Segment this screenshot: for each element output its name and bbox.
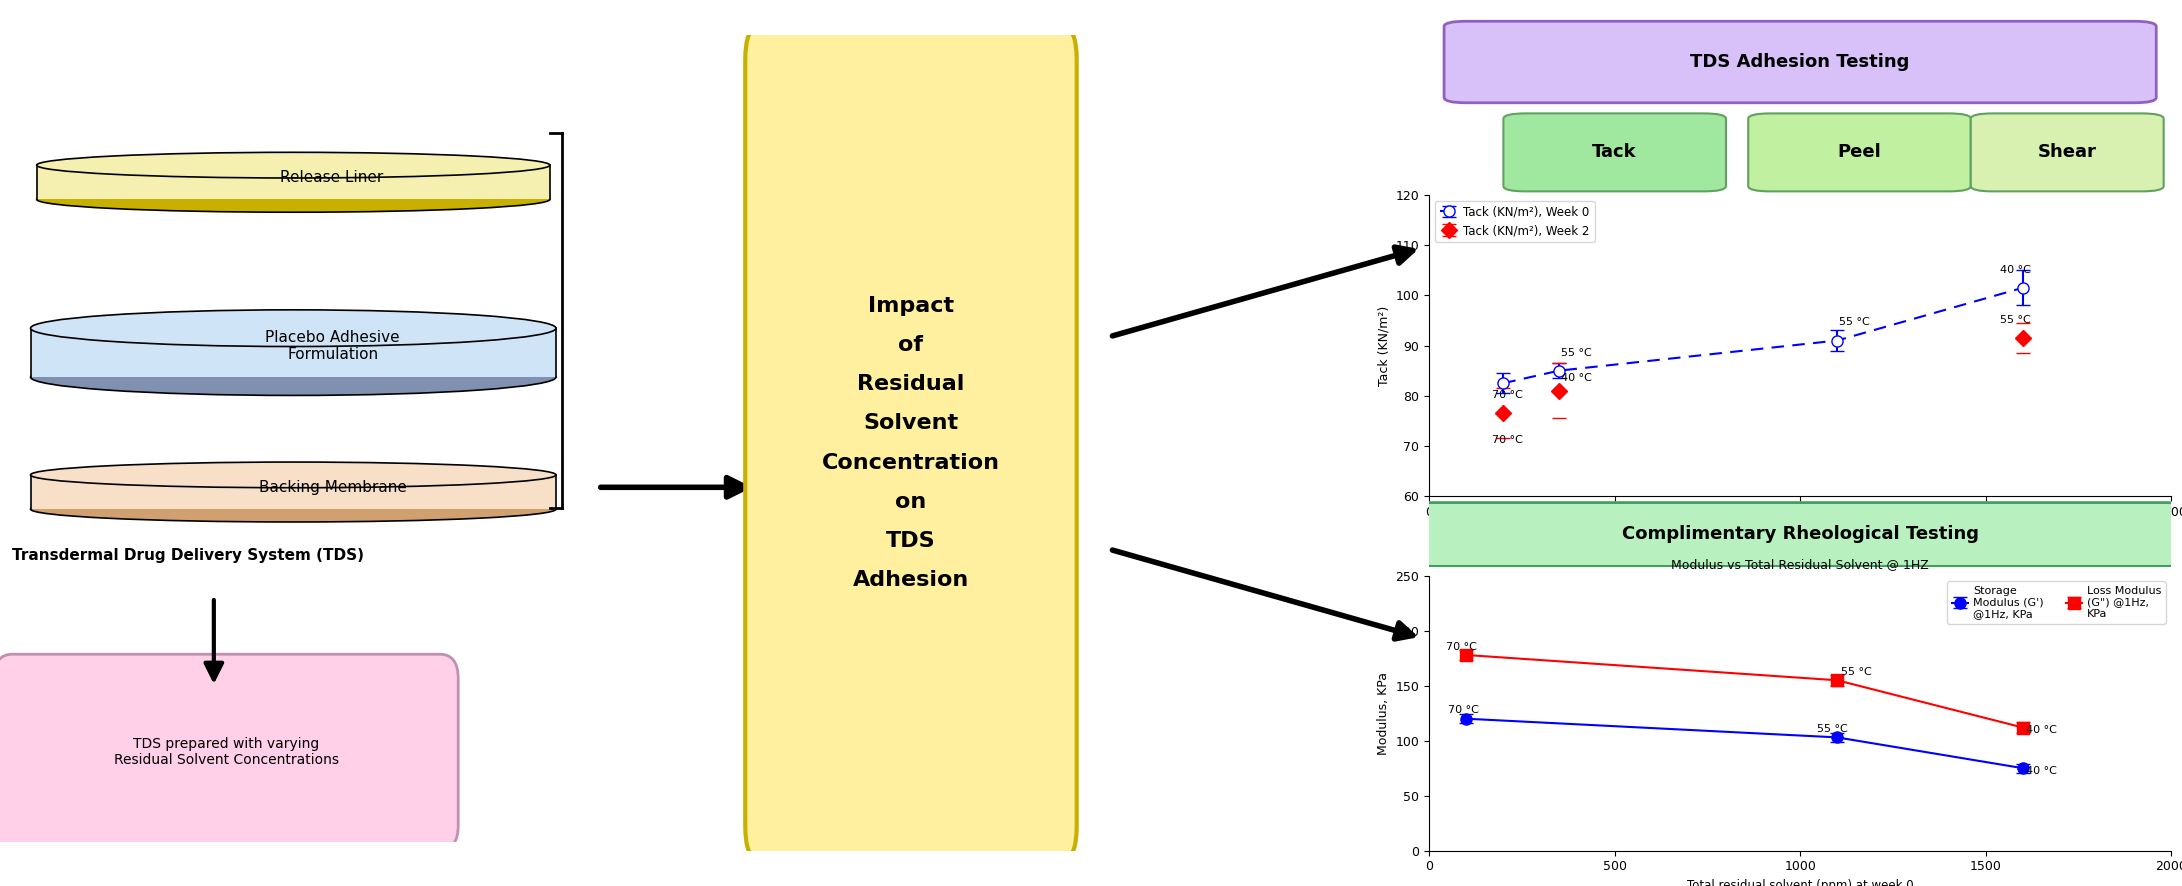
Ellipse shape (31, 496, 556, 522)
Legend: Storage
Modulus (G')
@1Hz, KPa, Loss Modulus
(G") @1Hz,
KPa: Storage Modulus (G') @1Hz, KPa, Loss Mod… (1946, 581, 2165, 624)
FancyBboxPatch shape (37, 165, 550, 199)
Legend: Tack (KN/m²), Week 0, Tack (KN/m²), Week 2: Tack (KN/m²), Week 0, Tack (KN/m²), Week… (1436, 201, 1595, 242)
FancyBboxPatch shape (1503, 113, 1726, 191)
Y-axis label: Tack (KN/m²): Tack (KN/m²) (1377, 306, 1390, 385)
Ellipse shape (37, 187, 550, 213)
Text: Complimentary Rheological Testing: Complimentary Rheological Testing (1621, 525, 1979, 543)
Y-axis label: Modulus, KPa: Modulus, KPa (1377, 672, 1390, 755)
Text: 40 °C: 40 °C (2027, 725, 2058, 735)
FancyBboxPatch shape (31, 328, 556, 377)
Text: 40 °C: 40 °C (2027, 766, 2058, 775)
Ellipse shape (37, 152, 550, 178)
X-axis label: Residual solvent (n-Heptane + o-Xylene) Concentration (ppm): Residual solvent (n-Heptane + o-Xylene) … (1617, 525, 1983, 538)
Text: TDS prepared with varying
Residual Solvent Concentrations: TDS prepared with varying Residual Solve… (113, 737, 338, 767)
Text: Backing Membrane: Backing Membrane (260, 480, 406, 495)
Text: Impact
of
Residual
Solvent
Concentration
on
TDS
Adhesion: Impact of Residual Solvent Concentration… (823, 296, 999, 590)
Text: TDS Adhesion Testing: TDS Adhesion Testing (1691, 53, 1909, 71)
FancyBboxPatch shape (1407, 502, 2182, 566)
FancyBboxPatch shape (746, 27, 1076, 859)
FancyBboxPatch shape (31, 475, 556, 509)
Text: Transdermal Drug Delivery System (TDS): Transdermal Drug Delivery System (TDS) (13, 548, 364, 563)
X-axis label: Total residual solvent (ppm) at week 0: Total residual solvent (ppm) at week 0 (1687, 879, 1914, 886)
Text: Placebo Adhesive
Formulation: Placebo Adhesive Formulation (266, 330, 399, 362)
Text: 70 °C: 70 °C (1492, 435, 1523, 446)
Ellipse shape (31, 310, 556, 346)
Text: 55 °C: 55 °C (1818, 724, 1848, 734)
Text: 70 °C: 70 °C (1492, 390, 1523, 400)
Text: 40 °C: 40 °C (1560, 373, 1591, 383)
Text: 55 °C: 55 °C (1839, 317, 1870, 328)
Text: Peel: Peel (1837, 144, 1881, 161)
Text: 70 °C: 70 °C (1449, 705, 1479, 715)
Text: Shear: Shear (2038, 144, 2097, 161)
FancyBboxPatch shape (0, 654, 458, 850)
Ellipse shape (31, 462, 556, 487)
Text: 55 °C: 55 °C (1560, 347, 1591, 358)
Text: Release Liner: Release Liner (279, 170, 384, 185)
Title: Modulus vs Total Residual Solvent @ 1HZ: Modulus vs Total Residual Solvent @ 1HZ (1671, 557, 1929, 571)
Ellipse shape (31, 359, 556, 395)
Text: 70 °C: 70 °C (1447, 641, 1477, 651)
FancyBboxPatch shape (1748, 113, 1970, 191)
FancyBboxPatch shape (1444, 21, 2156, 103)
Text: Tack: Tack (1593, 144, 1636, 161)
Text: 40 °C: 40 °C (2001, 265, 2031, 275)
Text: 55 °C: 55 °C (1842, 667, 1872, 677)
Text: 55 °C: 55 °C (2001, 315, 2031, 325)
FancyBboxPatch shape (1970, 113, 2165, 191)
